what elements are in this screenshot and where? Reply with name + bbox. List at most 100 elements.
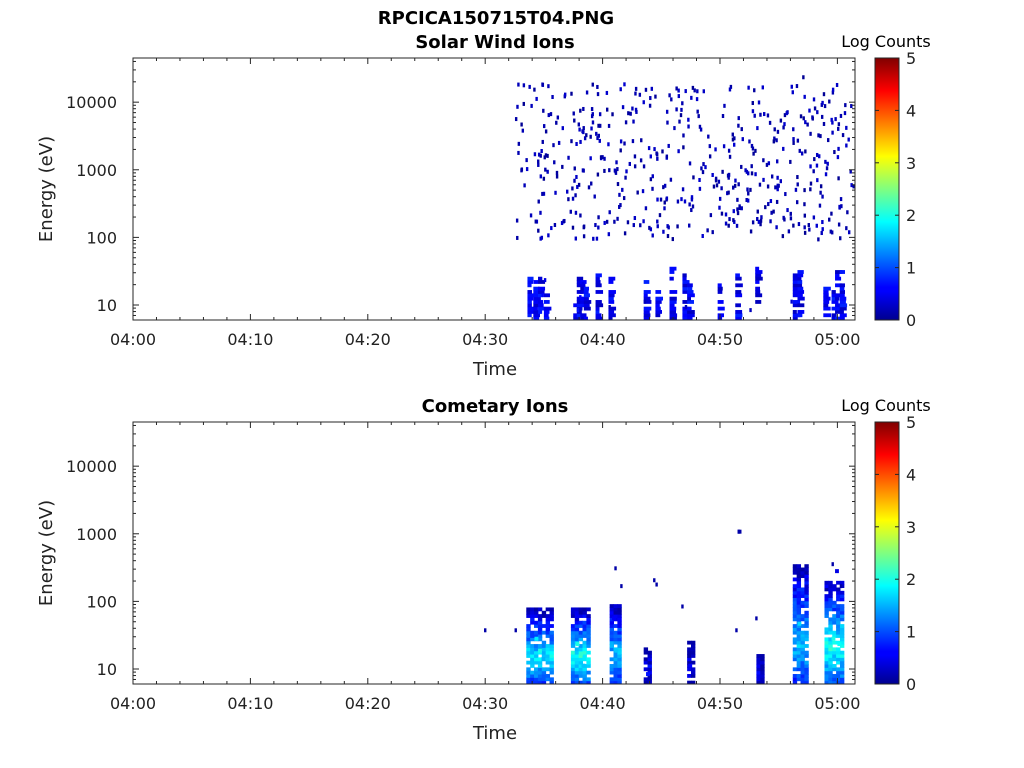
data-cell [796,650,802,655]
data-cell [534,667,539,672]
data-cell [537,680,543,684]
data-cell [534,620,539,625]
data-cell [574,607,580,612]
data-cell [534,624,539,628]
data-cell [530,670,535,675]
data-cell [792,286,801,291]
data-cell [533,290,539,294]
data-cell [643,299,647,304]
data-cell [647,667,652,672]
data-cell [543,316,550,320]
data-cell [821,194,824,199]
data-cell [760,680,765,684]
data-cell [522,83,526,88]
data-cell [796,647,802,652]
data-cell [617,614,622,618]
data-cell [677,88,680,93]
data-cell [802,75,805,80]
data-cell [549,650,554,655]
data-cell [643,300,652,304]
data-cell [735,303,741,308]
data-cell [537,620,543,625]
data-cell [760,674,765,678]
data-cell [557,140,561,145]
data-cell [752,151,755,156]
data-cell [546,153,549,158]
data-cell [611,112,614,117]
data-cell [847,230,851,235]
data-cell [687,654,692,658]
data-cell [775,138,778,143]
data-cell [687,667,692,672]
data-cell [824,587,829,592]
data-cell [595,273,602,278]
data-cell [754,172,757,177]
data-cell [820,231,823,236]
data-cell [754,148,757,153]
data-cell [575,174,578,179]
data-cell [796,674,802,678]
data-cell [574,637,580,642]
data-cell [823,290,829,294]
data-cell [756,216,759,221]
data-cell [613,654,618,658]
data-cell [797,310,805,314]
data-cell [803,94,806,99]
data-cell [824,680,829,684]
data-cell [828,657,833,662]
data-cell [530,634,535,638]
data-cell [761,85,765,90]
data-cell [687,124,690,129]
data-cell [546,169,549,174]
data-cell [537,670,543,675]
data-cell [537,617,543,622]
x-tick-label: 05:00 [814,330,860,349]
data-cell [580,290,586,294]
data-cell [526,644,531,648]
data-cell [541,680,547,684]
data-cell [608,293,615,298]
data-cell [613,664,618,668]
data-cell [571,196,575,201]
data-cell [544,153,548,158]
spectrogram-cells [514,75,855,320]
data-cell [783,217,786,222]
data-cell [813,157,816,162]
data-cell [530,654,535,658]
data-cell [839,670,845,675]
data-cell [837,146,840,151]
data-cell [751,220,755,225]
data-cell [687,286,693,291]
data-cell [573,178,576,183]
data-cell [828,654,833,658]
data-cell [726,173,730,178]
data-cell [526,654,531,658]
data-cell [633,216,637,221]
data-cell [676,199,680,204]
data-cell [697,114,700,119]
data-cell [804,634,809,638]
data-cell [651,233,654,238]
data-cell [737,182,740,187]
data-cell [526,640,531,645]
data-cell [789,159,792,164]
data-cell [579,213,582,218]
data-cell [534,677,539,682]
data-cell [764,205,767,210]
data-cell [792,647,798,652]
x-tick-label: 04:10 [227,694,273,713]
data-cell [575,141,578,146]
data-cell [792,624,798,628]
data-cell [537,667,543,672]
data-cell [839,657,845,662]
data-cell [762,158,765,163]
data-cell [550,226,553,231]
data-cell [687,306,692,311]
solar-wind-panel: Solar Wind Ions 04:00 04:10 04:20 04:30 04:4… [36,32,931,380]
data-cell [579,108,582,113]
data-cell [570,660,576,665]
data-cell [596,84,599,89]
data-cell [692,175,695,180]
data-cell [582,224,586,229]
data-cell [667,225,670,230]
